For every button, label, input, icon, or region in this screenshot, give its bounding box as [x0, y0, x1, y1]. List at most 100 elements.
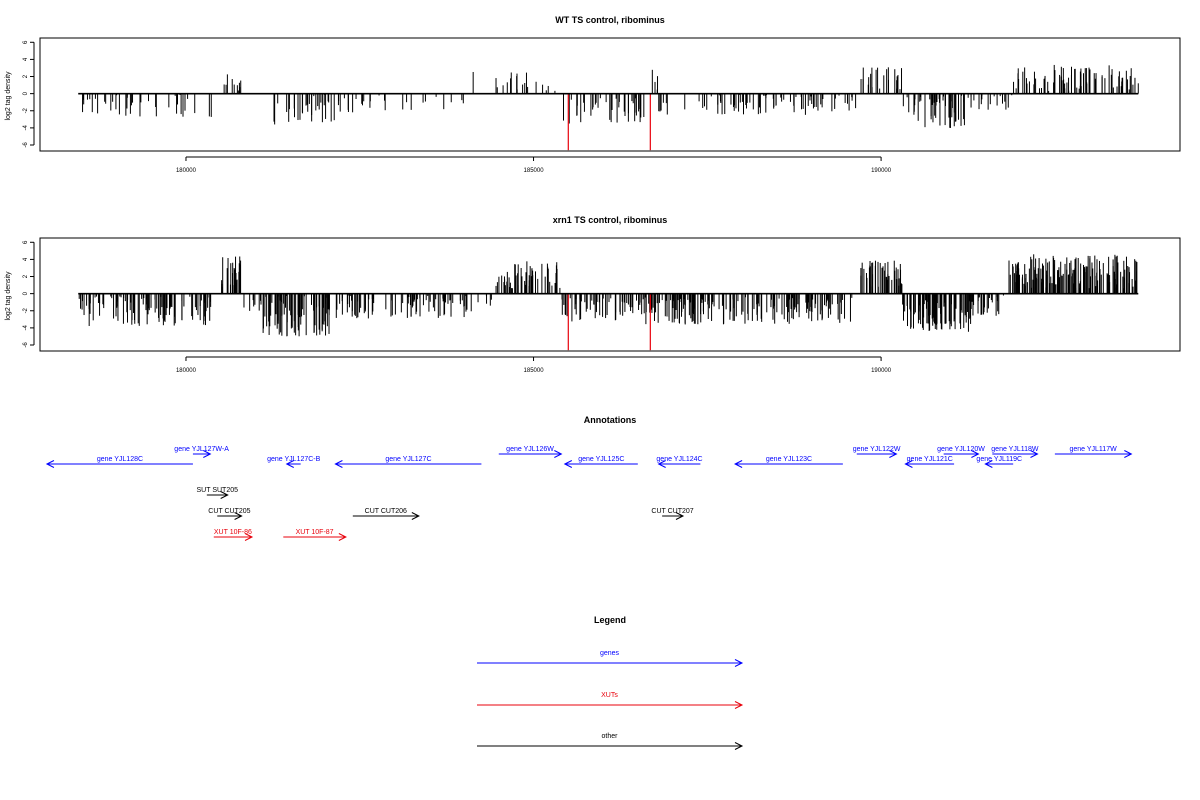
y-axis-wt: -6 -4 -2 0 2 4 6	[23, 40, 35, 148]
panel-title-wt: WT TS control, ribominus	[555, 15, 665, 25]
feature-arrowhead	[971, 450, 980, 458]
annotations-panel: Annotations gene YJL128C gene YJL127W-A ge…	[45, 415, 1133, 541]
y-tick-label: 2	[23, 274, 29, 278]
y-tick-label: -2	[23, 307, 29, 313]
y-axis-xrn1: -6 -4 -2 0 2 4 6	[23, 240, 35, 348]
x-axis-wt: 180000 185000 190000	[176, 156, 892, 174]
feature-arrowhead	[734, 460, 743, 468]
feature-label: gene YJL128C	[97, 456, 143, 463]
feature-label: gene YJL127C	[385, 456, 431, 463]
feature-arrowhead	[657, 460, 666, 468]
annotation-features: gene YJL128C gene YJL127W-A gene YJL127C-B…	[45, 446, 1133, 541]
annotation-feature: gene YJL124C	[656, 456, 703, 468]
annotation-feature: XUT 10F-87	[283, 529, 347, 541]
annotation-feature: gene YJL121C	[904, 456, 955, 468]
y-tick-label: -4	[23, 125, 29, 131]
feature-arrowhead	[220, 491, 229, 499]
feature-arrowhead	[285, 460, 294, 468]
feature-arrowhead	[554, 450, 563, 458]
feature-label: gene YJL121C	[907, 456, 953, 463]
y-axis-label-wt: log2 tag density	[5, 71, 12, 121]
annotation-feature: gene YJL123C	[734, 456, 843, 468]
annotation-feature: XUT 10F-86	[213, 529, 254, 541]
annotation-feature: gene YJL117W	[1054, 446, 1133, 458]
feature-label: XUT 10F-87	[296, 529, 334, 536]
plot-frame-wt	[39, 37, 1181, 152]
x-tick-label: 180000	[176, 168, 197, 174]
feature-label: gene YJL124C	[656, 456, 702, 463]
bars-wt	[82, 64, 1139, 128]
annotation-feature: gene YJL120W	[937, 446, 985, 458]
feature-label: gene YJL122W	[853, 446, 901, 453]
annotation-feature: gene YJL127C	[334, 456, 482, 468]
annotation-feature: gene YJL122W	[853, 446, 901, 458]
track-panel-xrn1: xrn1 TS control, ribominus log2 tag dens…	[5, 215, 1181, 374]
feature-label: gene YJL127W-A	[174, 446, 229, 453]
feature-arrowhead	[563, 460, 573, 468]
annotation-feature: gene YJL125C	[563, 456, 638, 468]
bars-xrn1	[78, 254, 1138, 337]
y-tick-label: 0	[23, 91, 29, 95]
legend-panel: Legend genes XUTs other	[477, 615, 744, 750]
annotation-feature: gene YJL127W-A	[174, 446, 229, 458]
feature-label: CUT CUT205	[208, 508, 250, 515]
feature-arrowhead	[203, 450, 212, 458]
annotation-feature: SUT SUT205	[197, 487, 239, 499]
feature-arrowhead	[234, 512, 243, 520]
feature-arrowhead	[675, 512, 685, 520]
legend-label: genes	[600, 650, 620, 657]
x-tick-label: 190000	[871, 368, 892, 374]
feature-label: gene YJL120W	[937, 446, 985, 453]
legend-entry: other	[477, 733, 744, 750]
plot-frame-xrn1	[39, 237, 1181, 352]
feature-arrowhead	[334, 460, 343, 468]
legend-arrowhead	[734, 701, 744, 709]
feature-arrowhead	[411, 512, 420, 520]
y-tick-label: 0	[23, 291, 29, 295]
panel-title-xrn1: xrn1 TS control, ribominus	[553, 215, 668, 225]
legend-title: Legend	[594, 615, 626, 625]
track-panel-wt: WT TS control, ribominus log2 tag densit…	[5, 15, 1181, 174]
annotation-feature: gene YJL128C	[45, 456, 193, 468]
legend-label: XUTs	[601, 692, 618, 699]
y-tick-label: 2	[23, 74, 29, 78]
legend-label: other	[602, 733, 619, 740]
annotation-feature: gene YJL126W	[498, 446, 563, 458]
feature-label: gene YJL126W	[506, 446, 554, 453]
y-tick-label: -6	[23, 342, 29, 348]
feature-arrowhead	[984, 460, 993, 468]
feature-arrowhead	[889, 450, 898, 458]
highlight-bars-xrn1	[567, 293, 651, 351]
feature-label: gene YJL118W	[991, 446, 1039, 453]
feature-arrowhead	[45, 460, 55, 468]
feature-label: CUT CUT207	[651, 508, 693, 515]
annotation-feature: CUT CUT206	[352, 508, 420, 520]
highlight-bars-wt	[567, 93, 651, 151]
feature-arrowhead	[1030, 450, 1039, 458]
feature-label: XUT 10F-86	[214, 529, 252, 536]
legend-arrowhead	[734, 659, 744, 667]
x-tick-label: 180000	[176, 368, 197, 374]
y-tick-label: 6	[23, 40, 29, 44]
x-tick-label: 185000	[524, 368, 545, 374]
y-tick-label: -4	[23, 325, 29, 331]
legend-arrowhead	[734, 742, 744, 750]
x-tick-label: 190000	[871, 168, 892, 174]
annotation-feature: gene YJL118W	[991, 446, 1039, 458]
y-axis-label-xrn1: log2 tag density	[5, 271, 12, 321]
feature-label: CUT CUT206	[365, 508, 407, 515]
feature-label: SUT SUT205	[197, 487, 239, 494]
legend-entry: genes	[477, 650, 744, 667]
feature-arrowhead	[244, 533, 254, 541]
annotation-feature: CUT CUT207	[651, 508, 694, 520]
annotation-feature: gene YJL119C	[976, 456, 1022, 468]
y-tick-label: 4	[23, 57, 29, 61]
feature-arrowhead	[904, 460, 913, 468]
annotations-title: Annotations	[584, 415, 637, 425]
legend-entry: XUTs	[477, 692, 744, 709]
feature-arrowhead	[1124, 450, 1133, 458]
feature-label: gene YJL117W	[1069, 446, 1117, 453]
y-tick-label: -2	[23, 107, 29, 113]
x-tick-label: 185000	[524, 168, 545, 174]
